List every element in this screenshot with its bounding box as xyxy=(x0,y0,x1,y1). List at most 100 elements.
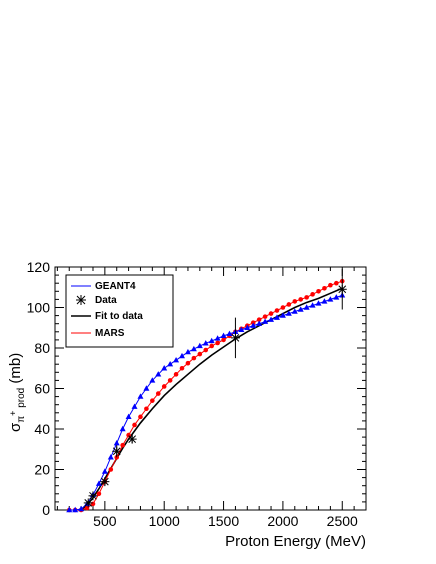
x-tick-label: 500 xyxy=(93,513,117,529)
mars-point xyxy=(298,297,304,302)
mars-point xyxy=(197,351,203,357)
geant4-point xyxy=(315,300,322,306)
mars-point xyxy=(108,467,114,472)
data-point xyxy=(100,477,110,487)
legend-box xyxy=(65,274,174,348)
y-tick-label: 0 xyxy=(42,502,50,518)
geant4-point xyxy=(291,308,298,314)
mars-point xyxy=(286,302,292,307)
mars-point xyxy=(215,340,220,346)
geant4-point xyxy=(238,326,245,332)
mars-point xyxy=(328,282,333,288)
mars-point xyxy=(268,311,274,316)
mars-point xyxy=(179,365,185,371)
geant4-point xyxy=(137,393,144,399)
mars-point xyxy=(221,337,226,343)
geant4-point xyxy=(179,352,186,359)
mars-point xyxy=(310,292,315,297)
geant4-point xyxy=(214,335,221,341)
geant4-point xyxy=(125,413,132,420)
geant4-point xyxy=(309,302,316,308)
geant4-point xyxy=(66,506,73,513)
geant4-point xyxy=(155,371,162,377)
mars-point xyxy=(274,308,280,313)
data-point xyxy=(230,317,240,359)
geant4-point xyxy=(107,454,114,460)
y-tick-label: 80 xyxy=(34,340,50,356)
data-point xyxy=(337,269,347,310)
fit-line xyxy=(80,287,343,511)
geant4-point xyxy=(161,365,168,371)
geant4-point xyxy=(167,361,174,367)
geant4-point xyxy=(184,348,191,355)
data-point xyxy=(83,498,93,508)
geant4-point xyxy=(72,506,79,513)
mars-point xyxy=(292,299,298,304)
x-axis-title: Proton Energy (MeV) xyxy=(225,533,366,550)
geant4-point xyxy=(321,298,328,304)
legend-geant4-label: GEANT4 xyxy=(95,281,136,292)
geant4-point xyxy=(327,296,334,302)
data-point xyxy=(88,491,98,501)
mars-point xyxy=(209,343,214,349)
geant4-point xyxy=(190,345,197,352)
mars-point xyxy=(144,406,149,412)
legend-fit-label: Fit to data xyxy=(95,311,143,322)
geant4-point xyxy=(285,310,292,316)
mars-point xyxy=(155,391,161,396)
mars-point xyxy=(96,491,102,497)
x-tick-label: 2000 xyxy=(267,513,298,529)
y-axis-title-symbol: σ xyxy=(7,422,24,432)
mars-point xyxy=(161,384,167,389)
mars-point xyxy=(138,414,143,420)
geant4-point xyxy=(149,377,156,383)
legend-mars-label: MARS xyxy=(95,328,125,339)
mars-point xyxy=(120,442,125,448)
geant4-point xyxy=(95,480,102,486)
geant4-point xyxy=(101,468,108,474)
geant4-point xyxy=(250,322,257,328)
geant4-point xyxy=(113,439,120,446)
y-axis-title-sub-1: π xyxy=(16,416,27,423)
geant4-point xyxy=(279,312,286,318)
geant4-point xyxy=(268,316,275,322)
geant4-point xyxy=(173,356,180,363)
x-tick-label: 1500 xyxy=(208,513,239,529)
y-axis-title: σπ+ prod (mb) xyxy=(7,353,27,432)
geant4-point xyxy=(78,505,85,512)
geant4-point xyxy=(226,330,233,337)
data-point xyxy=(112,445,122,458)
mars-point xyxy=(304,295,309,300)
y-axis-title-sub-2: prod xyxy=(16,388,27,411)
geant4-point xyxy=(244,324,251,330)
y-tick-label: 120 xyxy=(27,259,51,275)
mars-point xyxy=(132,422,137,428)
geant4-point xyxy=(143,385,150,391)
legend-data-swatch xyxy=(76,295,86,305)
geant4-point xyxy=(202,340,209,346)
y-tick-label: 100 xyxy=(27,300,51,316)
mars-point xyxy=(150,398,155,403)
series xyxy=(66,269,347,513)
mars-point xyxy=(334,280,339,286)
mars-point xyxy=(191,355,197,361)
y-axis-title-unit: (mb) xyxy=(7,353,24,388)
y-axis-title-sup: + xyxy=(8,411,18,416)
mars-point xyxy=(262,314,268,319)
geant4-point xyxy=(256,320,263,326)
geant4-point xyxy=(208,337,215,344)
legend-data-label: Data xyxy=(95,295,117,306)
y-tick-label: 20 xyxy=(34,462,50,478)
ticks: 500 1000 1500 2000 2500 0 20 40 60 80 100 120 xyxy=(27,259,367,529)
geant4-point xyxy=(131,403,138,409)
y-tick-label: 40 xyxy=(34,421,50,437)
geant4-point xyxy=(196,342,203,349)
x-tick-label: 1000 xyxy=(149,513,180,529)
legend: GEANT4 Data Fit to data MARS xyxy=(65,274,174,348)
data-point xyxy=(127,434,137,444)
mars-point xyxy=(114,455,120,460)
mars-point xyxy=(256,317,262,322)
geant4-point xyxy=(119,425,126,432)
mars-point xyxy=(316,289,321,294)
geant4-point xyxy=(297,306,304,312)
